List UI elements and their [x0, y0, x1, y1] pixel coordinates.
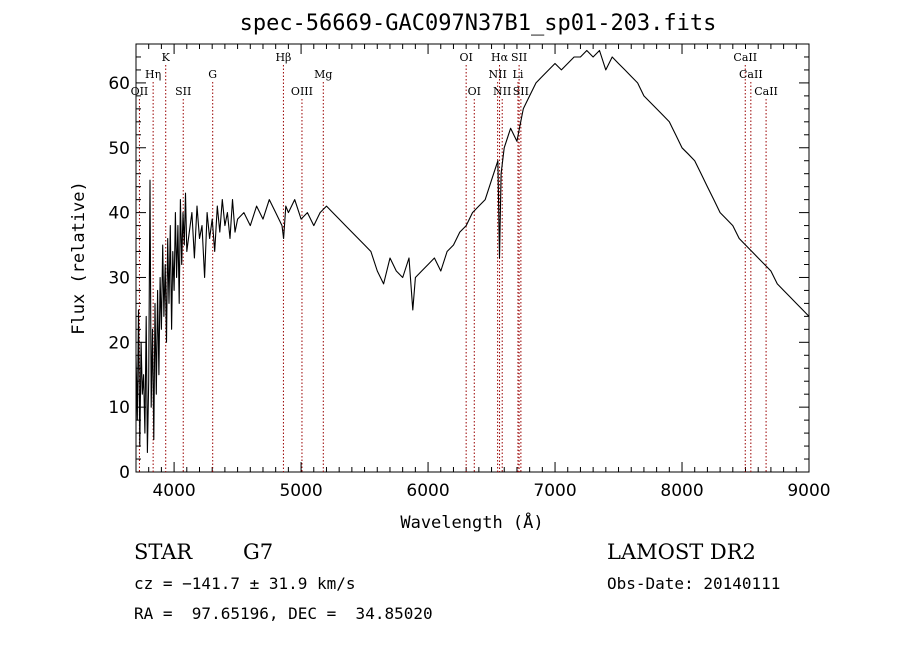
x-tick-label: 8000 — [660, 481, 703, 501]
spectral-line-label: OI — [459, 51, 472, 64]
y-tick-label: 60 — [108, 74, 130, 94]
y-tick-label: 50 — [108, 139, 130, 159]
spectrum-line — [135, 49, 810, 454]
coordinates-readout: RA = 97.65196, DEC = 34.85020 — [134, 604, 433, 623]
x-tick-label: 6000 — [406, 481, 449, 501]
x-tick-label: 5000 — [279, 481, 322, 501]
y-tick-label: 30 — [108, 268, 130, 288]
y-tick-label: 20 — [108, 333, 130, 353]
y-axis-label: Flux (relative) — [69, 181, 89, 335]
spectral-line-label: K — [162, 51, 171, 64]
spectral-line-label: Li — [513, 68, 524, 81]
plot-frame — [135, 43, 810, 473]
spectral-line-label: Mg — [314, 68, 332, 81]
spectral-line-label: NII — [493, 85, 511, 98]
spectral-line-label: CaII — [739, 68, 763, 81]
spectral-line-label: OIII — [291, 85, 313, 98]
object-subclass: G7 — [243, 540, 274, 564]
plot-area: 4000 5000 6000 7000 8000 9000 0 10 20 30 40 50 60 HηK… — [108, 43, 831, 501]
spectral-line-label: SII — [175, 85, 191, 98]
x-tick-label: 7000 — [533, 481, 576, 501]
spectral-line-label: NII — [488, 68, 506, 81]
chart-title: spec-56669-GAC097N37B1_sp01-203.fits — [240, 11, 717, 36]
survey-name: LAMOST DR2 — [607, 540, 756, 564]
spectral-line-label: CaII — [754, 85, 778, 98]
spectral-line-label: OII — [131, 85, 149, 98]
redshift-readout: cz = −141.7 ± 31.9 km/s — [134, 574, 356, 593]
x-tick-label: 9000 — [787, 481, 830, 501]
observation-date: Obs-Date: 20140111 — [607, 574, 781, 593]
spectral-line-label: OI — [468, 85, 481, 98]
spectral-line-label: SII — [513, 85, 529, 98]
x-tick-label: 4000 — [152, 481, 195, 501]
spectral-line-label: CaII — [733, 51, 757, 64]
spectral-line-label: G — [208, 68, 217, 81]
spectral-line-label: SII — [511, 51, 527, 64]
y-tick-label: 10 — [108, 398, 130, 418]
spectral-line-label: Hη — [145, 68, 161, 81]
y-tick-label: 40 — [108, 204, 130, 224]
y-tick-label: 0 — [119, 463, 130, 483]
spectral-line-label: Hβ — [275, 51, 291, 64]
x-axis-label: Wavelength (Å) — [400, 511, 543, 533]
spectral-line-label: Hα — [491, 51, 509, 64]
object-class: STAR — [134, 540, 193, 564]
